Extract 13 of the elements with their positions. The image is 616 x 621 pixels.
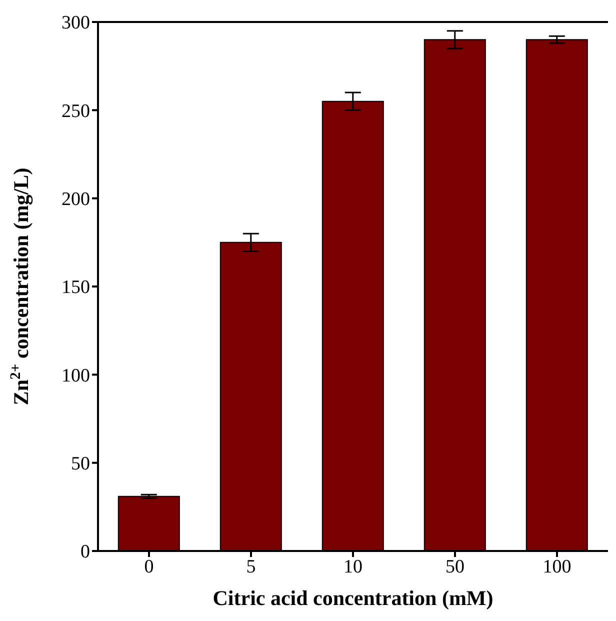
x-tick-label: 50	[446, 556, 464, 578]
x-axis-title: Citric acid concentration (mM)	[212, 586, 494, 610]
y-tick-label: 0	[80, 542, 90, 563]
y-tick-label: 200	[62, 189, 90, 210]
y-tick-label: 150	[62, 277, 90, 298]
y-tick-label: 250	[62, 100, 90, 122]
y-tick-label: 50	[71, 454, 90, 475]
x-tick-label: 10	[344, 556, 362, 578]
y-tick-label: 100	[62, 365, 90, 386]
x-tick-label: 5	[246, 556, 256, 578]
x-tick-label: 0	[144, 556, 154, 578]
y-tick-label: 300	[62, 12, 90, 34]
x-tick-label: 100	[542, 556, 572, 578]
